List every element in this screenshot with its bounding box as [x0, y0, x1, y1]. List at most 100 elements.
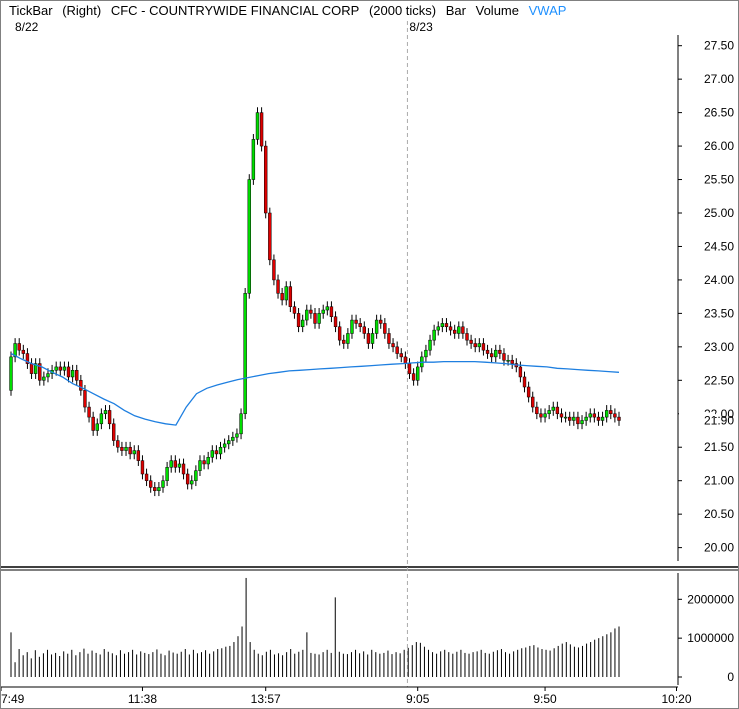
- price-bar: [288, 281, 293, 313]
- price-bar: [563, 411, 568, 423]
- price-bar: [185, 468, 190, 490]
- price-bar: [140, 455, 145, 480]
- price-bar: [87, 401, 91, 423]
- price-bar: [559, 408, 564, 423]
- price-bar: [555, 401, 560, 420]
- price-tick-label: 27.00: [704, 72, 734, 86]
- price-bar: [243, 287, 247, 420]
- vwap-legend: VWAP: [528, 3, 567, 18]
- price-bar: [617, 411, 621, 426]
- price-bar: [481, 338, 486, 356]
- price-bar: [321, 304, 325, 319]
- price-bar: [531, 391, 535, 413]
- price-tick-label: 25.00: [704, 206, 734, 220]
- price-bar: [198, 455, 202, 477]
- time-tick-label: 11:38: [128, 692, 157, 706]
- price-tick-label: 23.50: [704, 306, 734, 320]
- price-bar: [157, 482, 161, 497]
- price-bar: [29, 358, 34, 379]
- price-bar: [444, 318, 449, 333]
- price-bar: [169, 455, 173, 473]
- price-bar: [218, 441, 223, 460]
- chart-type-label: TickBar: [9, 3, 53, 18]
- price-bar: [473, 338, 477, 353]
- price-bar: [494, 344, 498, 363]
- price-bar: [165, 461, 169, 487]
- axis-side-label: (Right): [62, 3, 102, 18]
- price-bar: [177, 458, 182, 473]
- price-bar: [317, 308, 321, 329]
- price-bar: [399, 348, 403, 363]
- price-bar: [17, 338, 21, 356]
- time-tick-label: 9:50: [533, 692, 557, 706]
- vwap-line: [10, 352, 620, 426]
- price-bar: [210, 445, 214, 463]
- price-bar: [337, 321, 342, 346]
- price-bar: [395, 341, 399, 359]
- price-bar: [194, 465, 198, 487]
- price-bar: [477, 338, 482, 353]
- price-bar: [329, 301, 334, 323]
- price-bar: [120, 441, 124, 456]
- price-bar: [136, 445, 141, 466]
- price-tick-label: 27.50: [704, 39, 734, 53]
- price-bar: [284, 281, 288, 306]
- price-tick-label: 21.00: [704, 474, 734, 488]
- price-bar: [148, 475, 153, 493]
- price-tick-label: 23.00: [704, 340, 734, 354]
- price-bar: [609, 405, 613, 420]
- price-bar: [572, 411, 576, 426]
- volume-tick-label: 0: [727, 670, 734, 684]
- price-tick-label: 26.50: [704, 106, 734, 120]
- price-bar: [576, 411, 580, 430]
- price-bar: [370, 328, 375, 349]
- price-bar: [543, 408, 547, 423]
- price-bar: [379, 314, 383, 329]
- price-bar: [461, 321, 465, 339]
- price-bar: [272, 254, 276, 286]
- price-bar: [485, 344, 490, 359]
- interval-label: (2000 ticks): [368, 3, 437, 18]
- price-bar: [325, 301, 330, 316]
- price-bar: [465, 328, 469, 346]
- price-bar: [502, 348, 506, 366]
- price-tick-label: 22.50: [704, 373, 734, 387]
- price-bar: [580, 415, 584, 430]
- price-bar: [116, 435, 120, 453]
- price-bar: [264, 140, 268, 219]
- price-bar: [259, 107, 264, 152]
- volume-tick-label: 2000000: [687, 592, 734, 606]
- price-bar: [448, 321, 453, 336]
- price-bar: [596, 411, 601, 426]
- price-bar: [161, 475, 165, 493]
- volume-legend: Volume: [475, 3, 519, 18]
- price-bar: [432, 324, 436, 346]
- price-bar: [268, 207, 272, 266]
- time-tick-label: 10:20: [661, 692, 691, 706]
- price-tick-label: 24.00: [704, 273, 734, 287]
- price-bar: [300, 314, 305, 333]
- price-bar: [592, 408, 597, 423]
- price-bar: [305, 304, 309, 326]
- price-bar: [202, 455, 206, 470]
- price-bar: [457, 321, 461, 339]
- price-bar: [383, 318, 387, 339]
- price-bar: [173, 455, 178, 473]
- symbol-label: CFC - COUNTRYWIDE FINANCIAL CORP: [110, 3, 360, 18]
- price-bar: [452, 324, 457, 339]
- price-bar: [124, 441, 128, 456]
- price-bar: [362, 321, 366, 339]
- price-bar: [526, 381, 531, 403]
- time-tick-label: 13:57: [251, 692, 281, 706]
- price-bar: [411, 368, 416, 386]
- price-bar: [280, 287, 284, 306]
- price-bar: [247, 174, 251, 299]
- price-bar: [588, 408, 592, 423]
- date-label: 8/23: [409, 20, 433, 34]
- price-bar: [374, 314, 379, 339]
- price-bar: [235, 428, 239, 443]
- price-bar: [66, 361, 71, 383]
- price-bar: [309, 304, 313, 319]
- price-bar: [132, 445, 136, 460]
